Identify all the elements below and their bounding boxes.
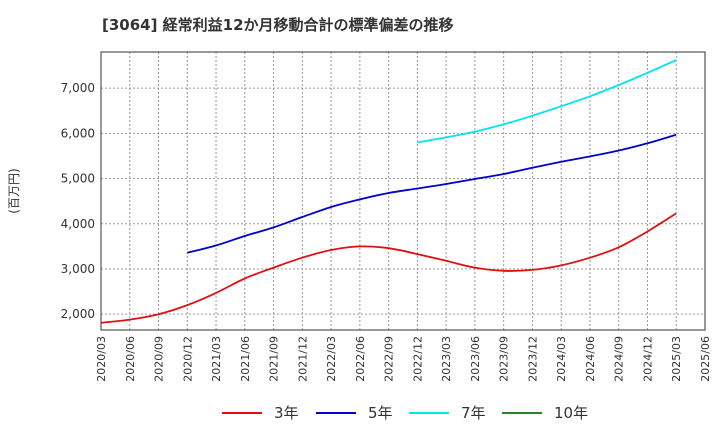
x-tick-label: 2024/12 [641, 336, 654, 382]
y-tick-label: 5,000 [61, 172, 95, 186]
y-tick-label: 6,000 [61, 126, 95, 140]
plot-frame [100, 51, 706, 331]
x-tick-label: 2023/06 [469, 336, 482, 382]
x-tick-label: 2024/09 [613, 336, 626, 382]
legend-swatch [502, 411, 542, 414]
series-line-3 [417, 59, 677, 144]
legend-label: 3年 [274, 404, 299, 422]
x-tick-label: 2021/12 [296, 336, 309, 382]
series-line-1 [100, 212, 677, 324]
x-tick-label: 2022/03 [325, 336, 338, 382]
y-axis-label: (百万円) [7, 168, 21, 213]
axes: 2020/03 2020/06 2020/09 2020/12 2021/03 2021/… [7, 81, 712, 382]
legend-item: 3年 [222, 402, 299, 423]
series-layer [100, 59, 677, 324]
y-tick-label: 3,000 [61, 262, 95, 276]
legend-label: 5年 [368, 404, 393, 422]
legend-swatch [409, 411, 449, 414]
x-tick-label: 2021/06 [239, 336, 252, 382]
x-tick-label: 2021/03 [210, 336, 223, 382]
x-tick-label: 2025/03 [670, 336, 683, 382]
x-tick-label: 2023/03 [440, 336, 453, 382]
legend-label: 7年 [461, 404, 486, 422]
legend-item: 7年 [409, 402, 486, 423]
x-tick-label: 2025/06 [699, 336, 712, 382]
x-tick-label: 2020/06 [124, 336, 137, 382]
x-tick-label: 2020/12 [181, 336, 194, 382]
x-tick-label: 2022/06 [354, 336, 367, 382]
y-tick-label: 2,000 [61, 307, 95, 321]
x-tick-label: 2024/06 [584, 336, 597, 382]
y-tick-label: 7,000 [61, 81, 95, 95]
x-tick-label: 2020/09 [153, 336, 166, 382]
grid [101, 52, 705, 330]
x-tick-label: 2023/12 [526, 336, 539, 382]
legend-swatch [222, 411, 262, 414]
x-tick-label: 2020/03 [95, 336, 108, 382]
x-tick-label: 2024/03 [555, 336, 568, 382]
legend-item: 5年 [316, 402, 393, 423]
x-tick-label: 2022/09 [383, 336, 396, 382]
x-tick-label: 2022/12 [411, 336, 424, 382]
y-tick-label: 4,000 [61, 217, 95, 231]
chart-title: [3064] 経常利益12か月移動合計の標準偏差の推移 [102, 16, 454, 34]
legend: 3年 5年 7年 10年 [0, 402, 720, 430]
legend-item: 10年 [502, 402, 588, 423]
legend-label: 10年 [554, 404, 589, 422]
x-tick-label: 2023/09 [498, 336, 511, 382]
legend-swatch [316, 411, 356, 414]
x-tick-label: 2021/09 [268, 336, 281, 382]
series-line-2 [187, 133, 677, 254]
